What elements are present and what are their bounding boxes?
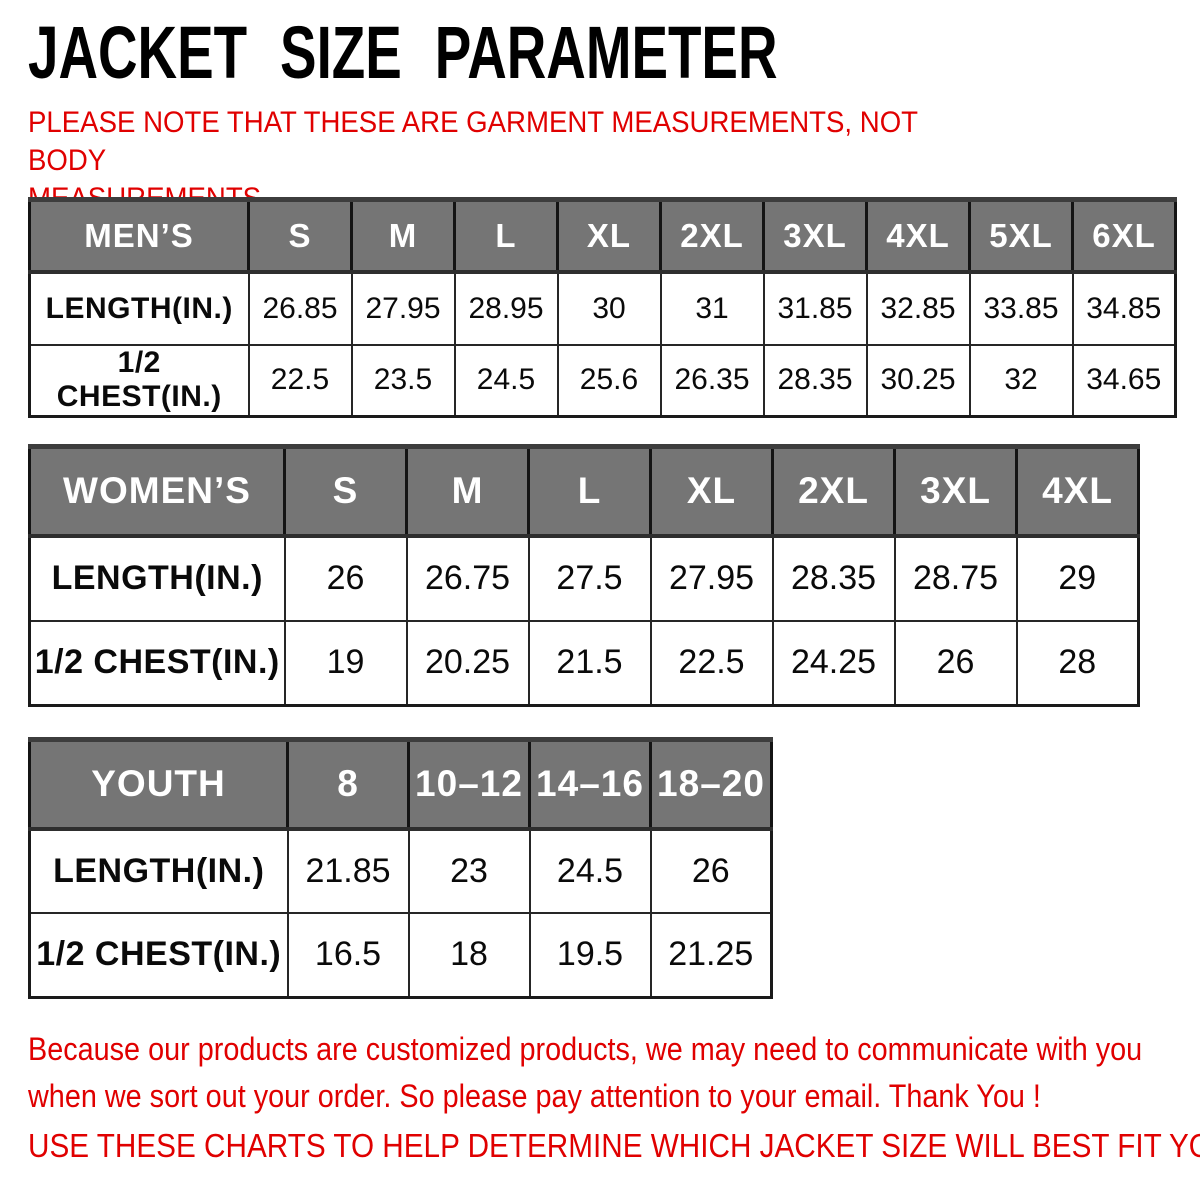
value-cell: 24.25 <box>771 619 896 707</box>
row-label: LENGTH(IN.) <box>28 534 286 622</box>
column-header: S <box>247 197 353 274</box>
value-cell: 26.85 <box>247 270 353 346</box>
column-header: 6XL <box>1071 197 1177 274</box>
value-cell: 27.5 <box>527 534 652 622</box>
column-header: XL <box>556 197 662 274</box>
value-cell: 24.5 <box>453 343 559 418</box>
column-header: 2XL <box>771 444 896 538</box>
value-cell: 32.85 <box>865 270 971 346</box>
value-cell: 30.25 <box>865 343 971 418</box>
value-cell: 26 <box>649 827 773 914</box>
value-cell: 26 <box>893 619 1018 707</box>
note-line-1: PLEASE NOTE THAT THESE ARE GARMENT MEASU… <box>28 106 918 177</box>
womens-size-table: WOMEN’S S M L XL 2XL 3XL 4XL LENGTH(IN.)… <box>28 444 1140 707</box>
youth-size-table: YOUTH 8 10–12 14–16 18–20 LENGTH(IN.) 21… <box>28 737 773 999</box>
value-cell: 20.25 <box>405 619 530 707</box>
column-header: 2XL <box>659 197 765 274</box>
value-cell: 21.85 <box>286 827 410 914</box>
youth-table-title: YOUTH <box>28 737 289 831</box>
column-header: 4XL <box>865 197 971 274</box>
value-cell: 26 <box>283 534 408 622</box>
value-cell: 19 <box>283 619 408 707</box>
value-cell: 19.5 <box>528 911 652 999</box>
row-label: LENGTH(IN.) <box>28 270 250 346</box>
value-cell: 27.95 <box>649 534 774 622</box>
column-header: L <box>527 444 652 538</box>
value-cell: 34.65 <box>1071 343 1177 418</box>
column-header: 10–12 <box>407 737 531 831</box>
row-label: 1/2 CHEST(IN.) <box>28 343 250 418</box>
row-label: 1/2 CHEST(IN.) <box>28 619 286 707</box>
value-cell: 16.5 <box>286 911 410 999</box>
row-label: 1/2 CHEST(IN.) <box>28 911 289 999</box>
value-cell: 28 <box>1015 619 1140 707</box>
value-cell: 21.5 <box>527 619 652 707</box>
column-header: XL <box>649 444 774 538</box>
page-title: JACKET SIZE PARAMETER <box>28 11 778 94</box>
column-header: L <box>453 197 559 274</box>
column-header: S <box>283 444 408 538</box>
customization-communication-note: Because our products are customized prod… <box>28 1026 1198 1120</box>
column-header: M <box>350 197 456 274</box>
column-header: M <box>405 444 530 538</box>
chart-usage-note: USE THESE CHARTS TO HELP DETERMINE WHICH… <box>28 1127 1200 1164</box>
column-header: 5XL <box>968 197 1074 274</box>
value-cell: 33.85 <box>968 270 1074 346</box>
womens-table-title: WOMEN’S <box>28 444 286 538</box>
value-cell: 23 <box>407 827 531 914</box>
value-cell: 28.35 <box>771 534 896 622</box>
value-cell: 31 <box>659 270 765 346</box>
value-cell: 28.95 <box>453 270 559 346</box>
value-cell: 23.5 <box>350 343 456 418</box>
value-cell: 25.6 <box>556 343 662 418</box>
value-cell: 22.5 <box>649 619 774 707</box>
mens-table-title: MEN’S <box>28 197 250 274</box>
column-header: 4XL <box>1015 444 1140 538</box>
value-cell: 28.35 <box>762 343 868 418</box>
value-cell: 32 <box>968 343 1074 418</box>
value-cell: 18 <box>407 911 531 999</box>
value-cell: 28.75 <box>893 534 1018 622</box>
column-header: 3XL <box>893 444 1018 538</box>
column-header: 8 <box>286 737 410 831</box>
value-cell: 26.35 <box>659 343 765 418</box>
value-cell: 29 <box>1015 534 1140 622</box>
value-cell: 27.95 <box>350 270 456 346</box>
value-cell: 34.85 <box>1071 270 1177 346</box>
value-cell: 21.25 <box>649 911 773 999</box>
value-cell: 22.5 <box>247 343 353 418</box>
mens-size-table: MEN’S S M L XL 2XL 3XL 4XL 5XL 6XL LENGT… <box>28 197 1177 418</box>
row-label: LENGTH(IN.) <box>28 827 289 914</box>
column-header: 18–20 <box>649 737 773 831</box>
value-cell: 30 <box>556 270 662 346</box>
value-cell: 26.75 <box>405 534 530 622</box>
column-header: 3XL <box>762 197 868 274</box>
column-header: 14–16 <box>528 737 652 831</box>
communication-line-1: Because our products are customized prod… <box>28 1031 1143 1067</box>
communication-line-2: when we sort out your order. So please p… <box>28 1078 1041 1114</box>
value-cell: 24.5 <box>528 827 652 914</box>
value-cell: 31.85 <box>762 270 868 346</box>
